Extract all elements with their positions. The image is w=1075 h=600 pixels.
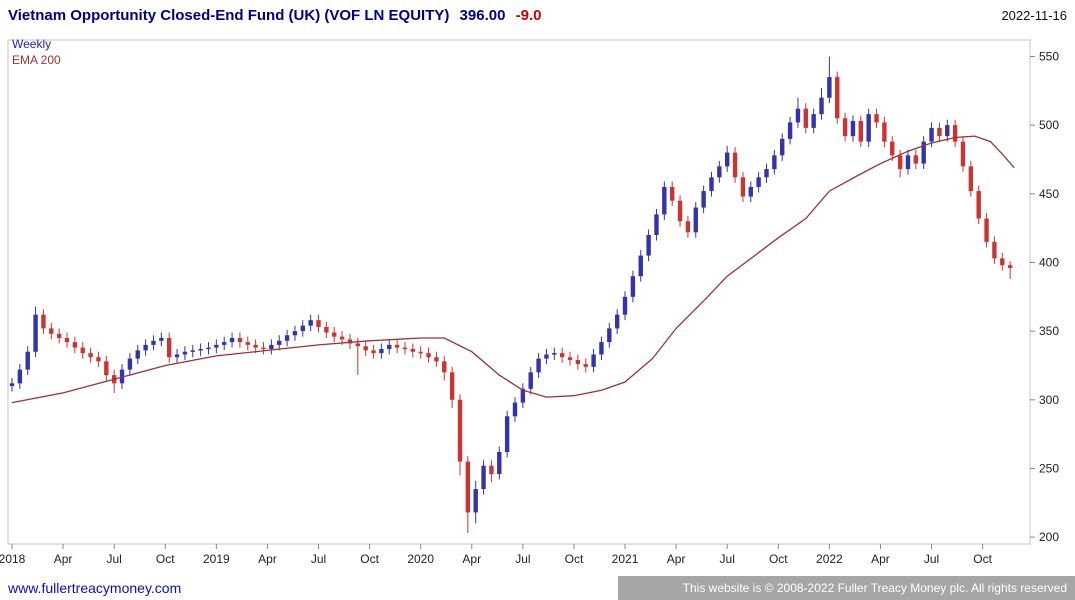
chart-date: 2022-11-16 xyxy=(1001,7,1067,23)
svg-text:Jul: Jul xyxy=(311,552,326,566)
footer-copyright-bar: This website is © 2008-2022 Fuller Treac… xyxy=(618,576,1075,600)
svg-text:Jul: Jul xyxy=(720,552,735,566)
price-chart: 200 250 300 350 400 450 500 550 2018 Apr Jul Oct 201… xyxy=(0,39,1059,566)
svg-text:500: 500 xyxy=(1039,118,1059,132)
svg-text:Oct: Oct xyxy=(360,552,379,566)
svg-text:450: 450 xyxy=(1039,187,1059,201)
svg-text:350: 350 xyxy=(1039,324,1059,338)
chart-header: Vietnam Opportunity Closed-End Fund (UK)… xyxy=(0,0,1075,30)
svg-text:Oct: Oct xyxy=(973,552,992,566)
svg-text:300: 300 xyxy=(1039,393,1059,407)
svg-text:Oct: Oct xyxy=(565,552,584,566)
price-change: -9.0 xyxy=(515,6,542,24)
svg-text:Jul: Jul xyxy=(924,552,939,566)
chart-legend: Weekly EMA 200 xyxy=(12,36,61,68)
svg-text:2022: 2022 xyxy=(816,552,843,566)
footer-website-link[interactable]: www.fullertreacymoney.com xyxy=(8,580,182,596)
footer-copyright-text: This website is © 2008-2022 Fuller Treac… xyxy=(682,581,1067,595)
svg-text:Oct: Oct xyxy=(156,552,175,566)
legend-ema-200: EMA 200 xyxy=(12,53,61,67)
svg-text:550: 550 xyxy=(1039,49,1059,63)
instrument-name: Vietnam Opportunity Closed-End Fund (UK)… xyxy=(8,6,450,24)
svg-text:Jul: Jul xyxy=(515,552,530,566)
page-footer: www.fullertreacymoney.com This website i… xyxy=(0,576,1075,600)
svg-text:Apr: Apr xyxy=(871,552,890,566)
svg-text:Apr: Apr xyxy=(667,552,686,566)
svg-text:2018: 2018 xyxy=(0,552,26,566)
svg-text:200: 200 xyxy=(1039,530,1059,544)
svg-text:2020: 2020 xyxy=(407,552,434,566)
svg-text:Apr: Apr xyxy=(54,552,73,566)
svg-text:250: 250 xyxy=(1039,461,1059,475)
svg-text:Jul: Jul xyxy=(107,552,122,566)
svg-text:400: 400 xyxy=(1039,255,1059,269)
footer-left: www.fullertreacymoney.com xyxy=(0,576,618,600)
svg-text:2021: 2021 xyxy=(612,552,639,566)
svg-text:Apr: Apr xyxy=(462,552,481,566)
last-price: 396.00 xyxy=(459,6,506,24)
chart-area: 200 250 300 350 400 450 500 550 2018 Apr Jul Oct 201… xyxy=(0,30,1075,576)
svg-text:Oct: Oct xyxy=(769,552,788,566)
svg-text:2019: 2019 xyxy=(203,552,230,566)
legend-timeframe: Weekly xyxy=(12,37,52,51)
svg-text:Apr: Apr xyxy=(258,552,277,566)
chart-title: Vietnam Opportunity Closed-End Fund (UK)… xyxy=(8,7,541,24)
